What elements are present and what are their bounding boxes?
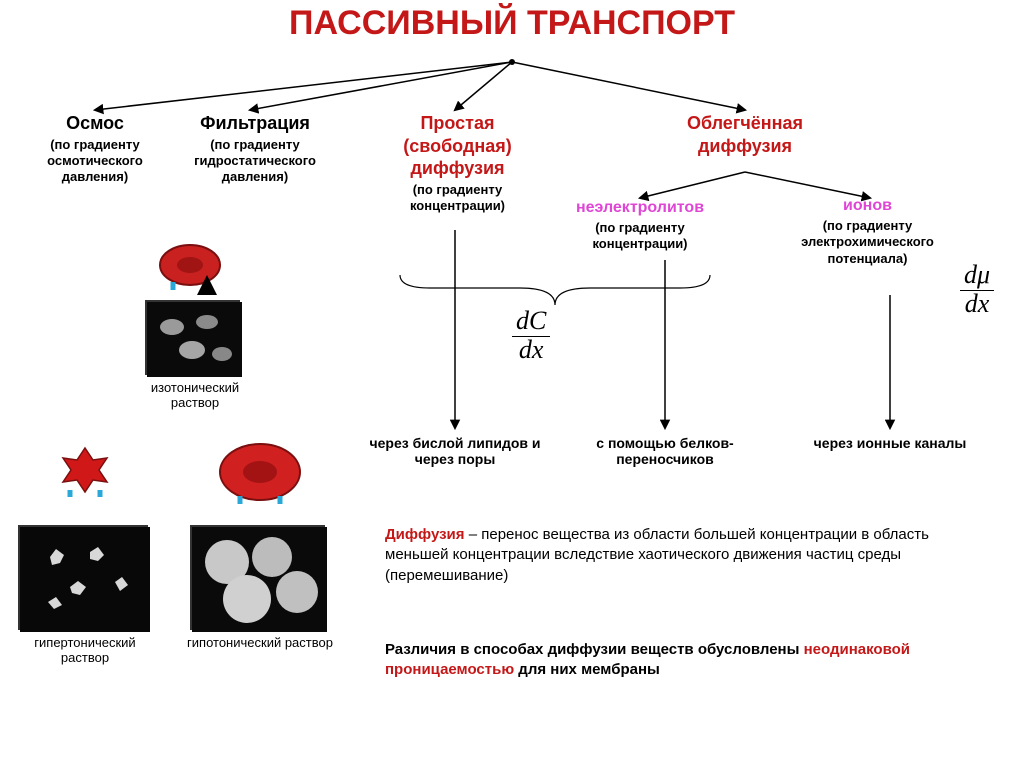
- nonelec-label: неэлектролитов: [555, 198, 725, 218]
- filtration-sub: (по градиенту гидростатического давления…: [175, 137, 335, 186]
- simple-sub: (по градиенту концентрации): [370, 182, 545, 215]
- photo-hypotonic: [190, 525, 325, 630]
- subbranch-nonelectrolytes: неэлектролитов (по градиенту концентраци…: [555, 198, 725, 253]
- leaf-channels: через ионные каналы: [800, 435, 980, 451]
- subbranch-ions: ионов (по градиенту электрохимического п…: [775, 196, 960, 267]
- formula-dmu-dx: dμ dx: [960, 262, 994, 317]
- nonelec-sub: (по градиенту концентрации): [555, 220, 725, 253]
- cell-hypertonic-icon: [50, 445, 120, 505]
- cell-isotonic-icon: [155, 240, 225, 295]
- formula1-num: dC: [512, 308, 550, 337]
- facil-head: Облегчённая диффузия: [640, 112, 850, 157]
- photo-hypertonic: [18, 525, 148, 630]
- caption-hypertonic: гипертонический раствор: [10, 635, 160, 665]
- leaf-carriers: с помощью белков-переносчиков: [575, 435, 755, 467]
- photo-isotonic: [145, 300, 240, 375]
- cell-hypotonic-icon: [215, 440, 305, 510]
- branch-filtration: Фильтрация (по градиенту гидростатическо…: [175, 112, 335, 185]
- ions-sub: (по градиенту электрохимического потенци…: [775, 218, 960, 267]
- caption-hypotonic: гипотонический раствор: [185, 635, 335, 650]
- formula-dc-dx: dC dx: [512, 308, 550, 363]
- simple-head: Простая (свободная) диффузия: [370, 112, 545, 180]
- osmos-head: Осмос: [20, 112, 170, 135]
- leaf-bilayer: через бислой липидов и через поры: [365, 435, 545, 467]
- branch-facilitated-diffusion: Облегчённая диффузия: [640, 112, 850, 157]
- def-term: Диффузия: [385, 526, 465, 543]
- permeability-note: Различия в способах диффузии веществ обу…: [385, 640, 985, 681]
- formula1-den: dx: [519, 335, 544, 364]
- branch-osmos: Осмос (по градиенту осмотического давлен…: [20, 112, 170, 185]
- ions-label: ионов: [775, 196, 960, 216]
- def-rest: – перенос вещества из области большей ко…: [385, 526, 929, 584]
- formula2-num: dμ: [960, 262, 994, 291]
- caption-isotonic: изотонический раствор: [130, 380, 260, 410]
- filtration-head: Фильтрация: [175, 112, 335, 135]
- page-title: ПАССИВНЫЙ ТРАНСПОРТ: [0, 4, 1024, 43]
- osmos-sub: (по градиенту осмотического давления): [20, 137, 170, 186]
- formula2-den: dx: [965, 289, 990, 318]
- note-p1: Различия в способах диффузии веществ обу…: [385, 641, 804, 658]
- branch-simple-diffusion: Простая (свободная) диффузия (по градиен…: [370, 112, 545, 214]
- diffusion-definition: Диффузия – перенос вещества из области б…: [385, 525, 985, 586]
- note-p2: для них мембраны: [514, 661, 660, 678]
